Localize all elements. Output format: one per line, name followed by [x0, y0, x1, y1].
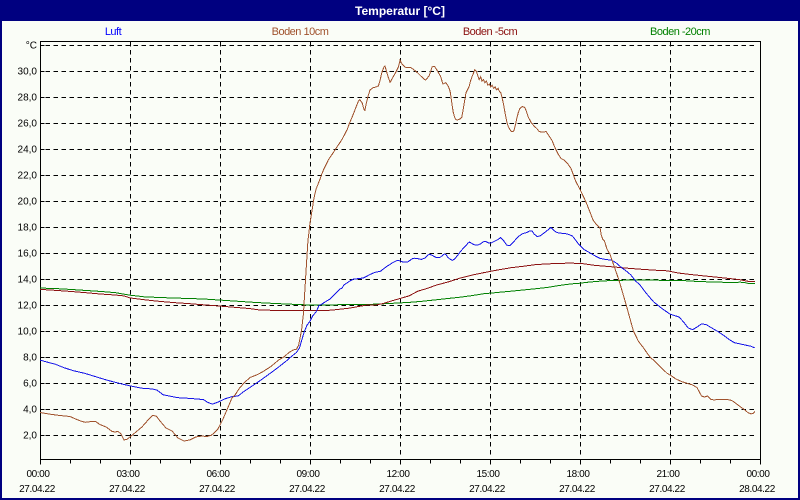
svg-text:4,0: 4,0	[23, 405, 37, 416]
svg-text:00:00: 00:00	[26, 469, 50, 480]
svg-text:27.04.22: 27.04.22	[19, 484, 56, 495]
svg-text:10,0: 10,0	[18, 327, 38, 338]
svg-text:Luft: Luft	[105, 26, 122, 38]
svg-text:26,0: 26,0	[18, 119, 38, 130]
svg-text:18:00: 18:00	[566, 469, 590, 480]
svg-text:15:00: 15:00	[476, 469, 500, 480]
svg-text:30,0: 30,0	[18, 67, 38, 78]
svg-text:00:00: 00:00	[746, 469, 770, 480]
svg-text:27.04.22: 27.04.22	[559, 484, 596, 495]
svg-text:22,0: 22,0	[18, 171, 38, 182]
svg-text:Boden -5cm: Boden -5cm	[463, 26, 518, 38]
svg-text:8,0: 8,0	[23, 353, 37, 364]
svg-text:2,0: 2,0	[23, 431, 37, 442]
svg-text:06:00: 06:00	[206, 469, 230, 480]
svg-text:°C: °C	[26, 41, 37, 52]
svg-text:12:00: 12:00	[386, 469, 410, 480]
svg-text:Temperatur [°C]: Temperatur [°C]	[355, 4, 445, 18]
svg-text:09:00: 09:00	[296, 469, 320, 480]
svg-text:16,0: 16,0	[18, 249, 38, 260]
svg-text:03:00: 03:00	[116, 469, 140, 480]
svg-text:27.04.22: 27.04.22	[379, 484, 416, 495]
svg-text:18,0: 18,0	[18, 223, 38, 234]
svg-text:12,0: 12,0	[18, 301, 38, 312]
svg-text:27.04.22: 27.04.22	[649, 484, 686, 495]
svg-text:28.04.22: 28.04.22	[739, 484, 776, 495]
svg-text:Boden 10cm: Boden 10cm	[272, 26, 329, 38]
svg-text:21:00: 21:00	[656, 469, 680, 480]
svg-text:27.04.22: 27.04.22	[109, 484, 146, 495]
svg-text:27.04.22: 27.04.22	[289, 484, 326, 495]
svg-text:20,0: 20,0	[18, 197, 38, 208]
svg-text:24,0: 24,0	[18, 145, 38, 156]
svg-text:27.04.22: 27.04.22	[469, 484, 506, 495]
svg-text:27.04.22: 27.04.22	[199, 484, 236, 495]
svg-text:Boden -20cm: Boden -20cm	[650, 26, 710, 38]
svg-text:14,0: 14,0	[18, 275, 38, 286]
svg-text:6,0: 6,0	[23, 379, 37, 390]
svg-text:28,0: 28,0	[18, 93, 38, 104]
